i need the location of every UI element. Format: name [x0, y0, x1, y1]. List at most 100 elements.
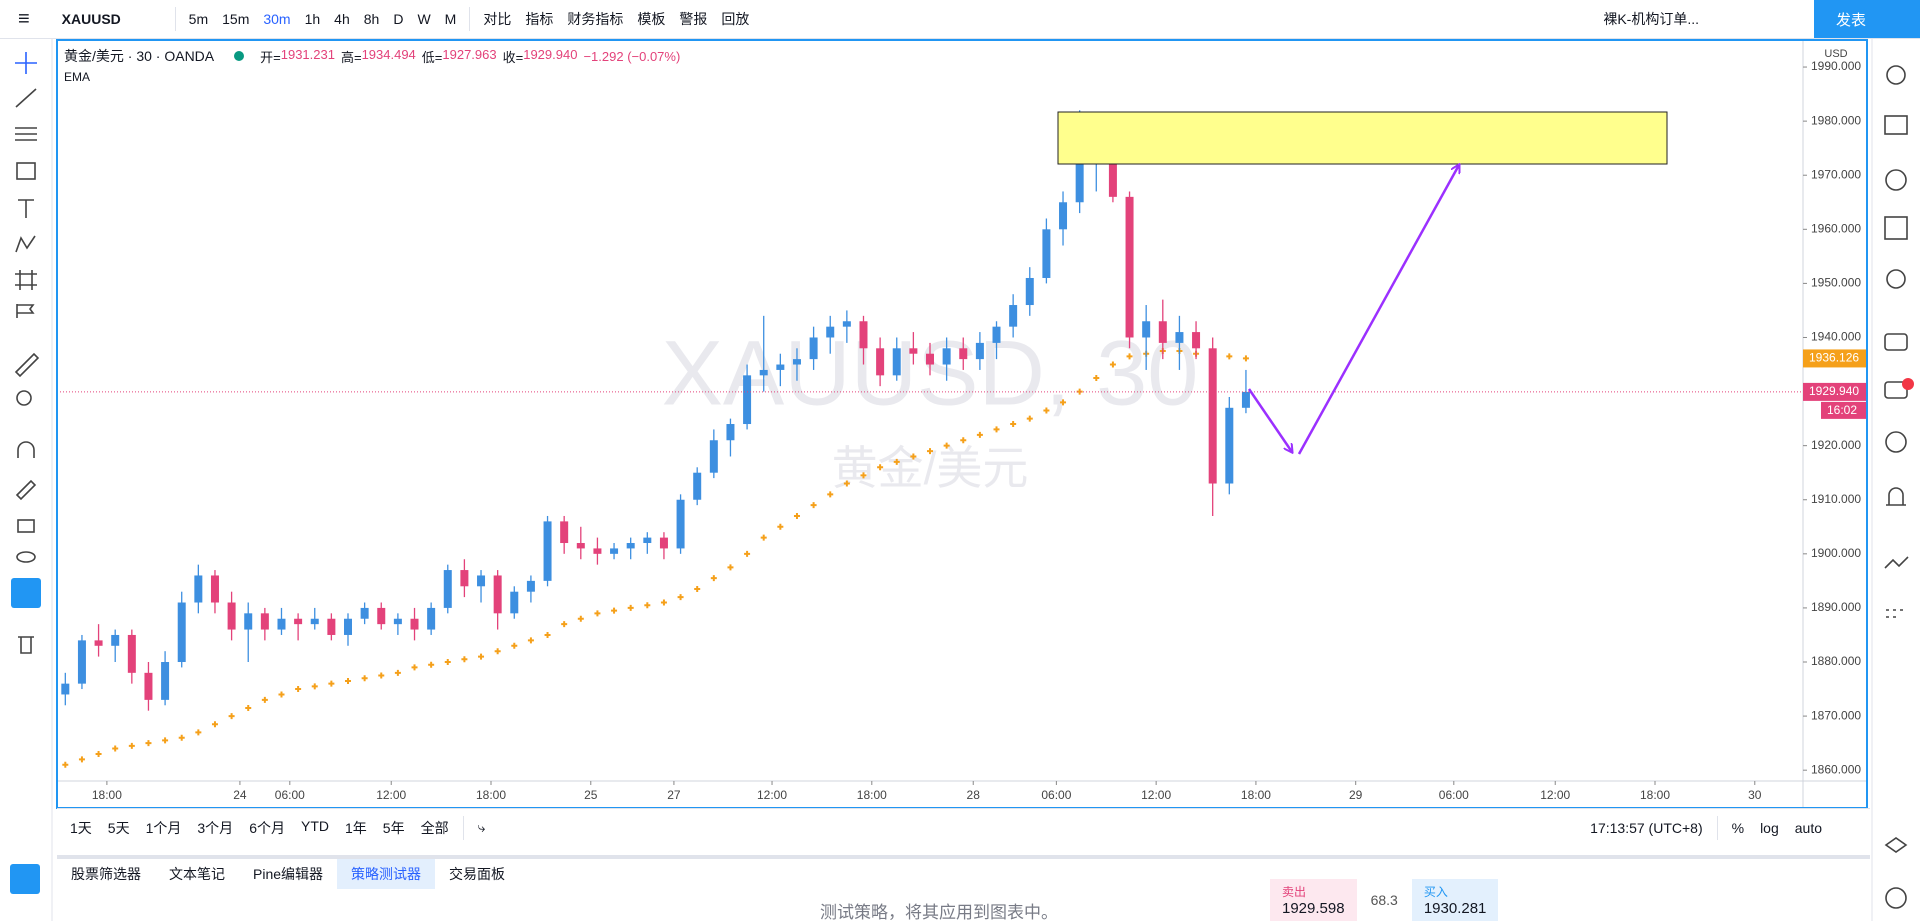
- range-bar: 1天 5天 1个月 3个月 6个月 YTD 1年 5年 全部 ⤷ 17:13:57 (UTC+8…: [57, 808, 1870, 846]
- help-icon[interactable]: [1885, 887, 1907, 909]
- layout-name[interactable]: 裸K-机构订单...: [1603, 11, 1700, 27]
- panel-tab[interactable]: 文本笔记: [169, 866, 225, 882]
- candle-body: [1125, 196, 1134, 338]
- candle-body: [61, 683, 70, 695]
- toolbar-button[interactable]: 警报: [679, 11, 708, 27]
- prediction-tool[interactable]: [15, 270, 37, 290]
- text-tool[interactable]: [18, 199, 34, 218]
- ruler-tool[interactable]: [14, 352, 40, 378]
- candle-body: [792, 359, 801, 365]
- scale-button[interactable]: log: [1760, 819, 1779, 836]
- ema-point: [95, 750, 102, 757]
- visibility-tool[interactable]: [16, 551, 36, 563]
- streams-icon[interactable]: [1885, 431, 1907, 453]
- shape-tool[interactable]: [16, 162, 36, 180]
- interval-button[interactable]: D: [393, 11, 404, 27]
- range-button[interactable]: 1个月: [145, 819, 182, 836]
- link-tool-active[interactable]: [11, 578, 41, 608]
- data-window-icon[interactable]: [1884, 115, 1908, 135]
- range-button[interactable]: 1天: [70, 819, 92, 836]
- x-tick-label: 25: [584, 788, 598, 802]
- countdown-label: 16:02: [1827, 403, 1857, 417]
- ema-point: [793, 512, 800, 519]
- ema-point: [877, 464, 884, 471]
- ema-point: [577, 615, 584, 622]
- range-button[interactable]: YTD: [300, 817, 329, 834]
- ideas-icon[interactable]: [1886, 269, 1906, 289]
- dom-icon[interactable]: [1886, 609, 1903, 618]
- ema-point: [211, 721, 218, 728]
- ohlc-value: 1927.963: [442, 46, 497, 62]
- sell-button[interactable]: 卖出 1929.598: [1270, 879, 1357, 921]
- interval-button[interactable]: 8h: [363, 11, 380, 27]
- range-button[interactable]: 6个月: [249, 819, 285, 836]
- lock-tool[interactable]: [17, 519, 35, 533]
- panel-tab[interactable]: 交易面板: [449, 866, 506, 882]
- trend-tool[interactable]: [15, 88, 37, 108]
- menu-button[interactable]: ≡: [18, 7, 30, 30]
- y-tick-label: 1960.000: [1811, 221, 1861, 235]
- icon-tool[interactable]: [16, 304, 35, 318]
- candle-body: [227, 602, 236, 630]
- draw-mode-tool[interactable]: [15, 479, 37, 501]
- pattern-tool[interactable]: [15, 235, 36, 253]
- left-toolbar: [0, 39, 52, 921]
- calendar-icon[interactable]: [1884, 216, 1908, 240]
- chart-layer: XAUUSD, 30黄金/美元1860.0001870.0001880.0001…: [57, 40, 1867, 808]
- crosshair-tool[interactable]: [15, 52, 37, 74]
- alerts-icon[interactable]: [1886, 65, 1906, 85]
- ema-price-label: 1936.126: [1809, 351, 1859, 365]
- top-toolbar: ≡ XAUUSD 5m 15m 30m 1h 4h 8h D W M 对比 指标 财务指标 模板 警报回…: [0, 0, 1920, 39]
- delete-tool[interactable]: [18, 636, 34, 654]
- interval-button[interactable]: W: [417, 11, 431, 27]
- range-button[interactable]: 5天: [107, 819, 130, 836]
- ema-point: [461, 656, 468, 663]
- panel-tab[interactable]: 策略测试器: [337, 859, 436, 889]
- layers-icon[interactable]: [1884, 837, 1908, 853]
- magnet-tool[interactable]: [17, 441, 35, 458]
- panel-tab[interactable]: Pine编辑器: [253, 866, 324, 882]
- scale-button[interactable]: auto: [1794, 819, 1822, 836]
- watchlist-star[interactable]: [10, 864, 40, 894]
- zoom-tool[interactable]: [16, 390, 32, 406]
- ema-point: [361, 675, 368, 682]
- chats-icon[interactable]: [1884, 333, 1908, 351]
- buy-button[interactable]: 买入 1930.281: [1411, 879, 1499, 921]
- candle-body: [127, 634, 136, 673]
- ema-point: [544, 631, 551, 638]
- order-panel-icon[interactable]: [1884, 556, 1909, 569]
- scale-button[interactable]: %: [1731, 819, 1745, 836]
- interval-button[interactable]: 15m: [222, 11, 250, 27]
- toolbar-button[interactable]: 对比: [483, 11, 512, 27]
- interval-button[interactable]: 30m: [263, 11, 291, 27]
- range-button[interactable]: 1年: [344, 819, 367, 836]
- interval-button[interactable]: 1h: [304, 11, 321, 27]
- range-button[interactable]: 全部: [420, 819, 449, 836]
- ema-point: [644, 602, 651, 609]
- ema-point: [511, 642, 518, 649]
- y-tick-label: 1970.000: [1811, 167, 1861, 181]
- ema-point: [611, 607, 618, 614]
- fib-tool[interactable]: [15, 127, 37, 141]
- ema-point: [245, 704, 252, 711]
- ema-point: [710, 575, 717, 582]
- range-button[interactable]: 5年: [382, 819, 405, 836]
- panel-tab[interactable]: 股票筛选器: [71, 866, 141, 882]
- hotlist-icon[interactable]: [1885, 169, 1907, 191]
- toolbar-button[interactable]: 模板: [637, 11, 666, 27]
- symbol-search[interactable]: XAUUSD: [61, 11, 121, 27]
- interval-button[interactable]: 5m: [188, 11, 209, 27]
- toolbar-button[interactable]: 指标: [525, 11, 554, 27]
- candle-body: [410, 618, 419, 630]
- candle-body: [94, 640, 103, 646]
- messages-icon[interactable]: [1884, 381, 1908, 399]
- toolbar-button[interactable]: 回放: [721, 11, 750, 27]
- ema-point: [527, 637, 534, 644]
- interval-button[interactable]: M: [444, 11, 457, 27]
- interval-button[interactable]: 4h: [334, 11, 350, 27]
- toolbar-button[interactable]: 财务指标: [567, 11, 624, 27]
- goto-date[interactable]: ⤷: [477, 819, 486, 835]
- notifications-icon[interactable]: [1886, 487, 1906, 506]
- publish-button[interactable]: 发表: [1814, 0, 1920, 38]
- range-button[interactable]: 3个月: [197, 819, 234, 836]
